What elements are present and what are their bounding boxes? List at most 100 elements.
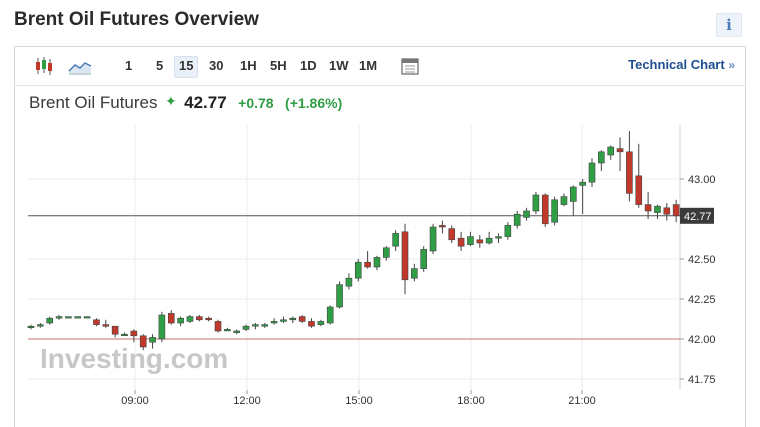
candle-body — [654, 205, 661, 213]
interval-button-1m[interactable]: 1M — [359, 58, 378, 73]
interval-button-5h[interactable]: 5H — [270, 58, 287, 73]
candle-body — [467, 236, 474, 245]
candle-body — [111, 325, 119, 335]
candle-body — [579, 181, 586, 186]
x-tick-label: 15:00 — [345, 395, 373, 407]
candle-body — [513, 213, 521, 226]
candle-body — [485, 237, 493, 244]
y-tick-label: 42.00 — [688, 334, 716, 346]
candle-body — [551, 199, 558, 223]
candle-body — [644, 204, 652, 212]
chart-panel: 1 5 15 30 1H 5H 1D 1W 1M Technical Chart » Brent… — [14, 46, 746, 427]
candle-body — [298, 316, 306, 322]
candle-body — [392, 233, 399, 247]
info-icon[interactable]: i — [716, 13, 742, 37]
candle-body — [354, 261, 362, 279]
interval-button-1[interactable]: 1 — [125, 58, 133, 73]
candle-body — [205, 317, 212, 321]
candle-body — [27, 325, 35, 329]
candle-body — [429, 226, 437, 252]
candle-body — [93, 319, 100, 325]
double-chevron-right-icon: » — [728, 58, 735, 72]
candle-body — [439, 225, 446, 228]
interval-button-30[interactable]: 30 — [209, 58, 224, 73]
calendar-icon[interactable] — [401, 55, 419, 77]
candle-body — [420, 249, 428, 269]
candle-body — [280, 319, 287, 322]
interval-button-15[interactable]: 15 — [174, 56, 199, 78]
candle-body — [401, 231, 409, 281]
candle-body — [252, 324, 259, 327]
page-title: Brent Oil Futures Overview — [14, 9, 259, 30]
candle-body — [607, 146, 615, 156]
candle-body — [448, 228, 456, 241]
interval-button-1h[interactable]: 1H — [240, 58, 257, 73]
candle-body — [569, 186, 577, 202]
candle-body — [523, 210, 530, 218]
candlestick-chart-icon[interactable] — [33, 55, 55, 77]
candle-body — [364, 261, 371, 268]
candle-body — [635, 175, 643, 205]
candle-body — [345, 277, 353, 287]
interval-button-1w[interactable]: 1W — [329, 58, 349, 73]
price-change-percent: (+1.86%) — [285, 95, 343, 111]
technical-chart-label: Technical Chart — [628, 57, 725, 72]
candle-body — [598, 151, 605, 164]
candle-body — [373, 257, 381, 268]
quote-header: Brent Oil Futures ✦ 42.77 +0.78 (+1.86%) — [29, 93, 342, 117]
candle-body — [560, 196, 568, 205]
candle-body — [270, 321, 278, 324]
candle-body — [158, 314, 166, 340]
candle-body — [46, 317, 54, 324]
last-price: 42.77 — [184, 93, 227, 112]
candle-body — [308, 321, 315, 327]
candle-body — [411, 268, 418, 279]
y-tick-label: 43.00 — [688, 174, 716, 186]
candle-body — [196, 316, 203, 321]
price-change: +0.78 — [238, 95, 274, 111]
candle-body — [532, 194, 540, 212]
candle-body — [261, 324, 269, 327]
candle-body — [588, 162, 596, 183]
candle-body — [55, 316, 63, 319]
candle-body — [83, 316, 91, 319]
instrument-name: Brent Oil Futures — [29, 93, 158, 112]
candle-body — [121, 333, 128, 337]
candle-body — [224, 329, 231, 332]
candle-body — [317, 321, 325, 325]
candle-body — [214, 321, 222, 332]
candle-body — [504, 225, 512, 237]
interval-button-5[interactable]: 5 — [156, 58, 164, 73]
candle-body — [186, 316, 194, 322]
candle-body — [616, 148, 624, 153]
current-price-tag-label: 42.77 — [684, 211, 712, 223]
candle-body — [65, 316, 72, 319]
candle-body — [382, 247, 390, 258]
candle-body — [37, 324, 44, 327]
y-tick-label: 42.25 — [688, 294, 716, 306]
y-tick-label: 41.75 — [688, 374, 716, 386]
x-tick-label: 18:00 — [457, 395, 485, 407]
candle-body — [541, 194, 549, 225]
candle-body — [74, 316, 82, 319]
x-tick-label: 12:00 — [233, 395, 261, 407]
chart-toolbar: 1 5 15 30 1H 5H 1D 1W 1M Technical Chart » — [15, 47, 745, 86]
candle-body — [457, 237, 465, 247]
current-price-tag — [680, 207, 714, 224]
candle-body — [242, 325, 250, 330]
interval-button-1d[interactable]: 1D — [300, 58, 317, 73]
candle-body — [336, 284, 343, 308]
candle-body — [177, 317, 184, 324]
candle-body — [626, 151, 633, 194]
technical-chart-link[interactable]: Technical Chart » — [628, 57, 735, 72]
candle-body — [167, 313, 175, 324]
x-tick-label: 09:00 — [121, 395, 149, 407]
watermark-logo: Investing.com — [40, 343, 228, 374]
area-chart-icon[interactable] — [67, 55, 93, 77]
candle-body — [672, 204, 680, 217]
candle-body — [139, 335, 147, 348]
candle-body — [233, 330, 240, 333]
candle-body — [130, 330, 138, 337]
x-tick-label: 21:00 — [568, 395, 596, 407]
